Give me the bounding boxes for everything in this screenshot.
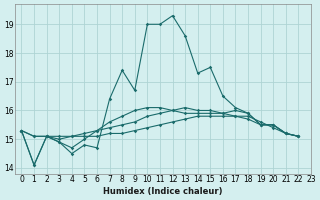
X-axis label: Humidex (Indice chaleur): Humidex (Indice chaleur) (103, 187, 223, 196)
